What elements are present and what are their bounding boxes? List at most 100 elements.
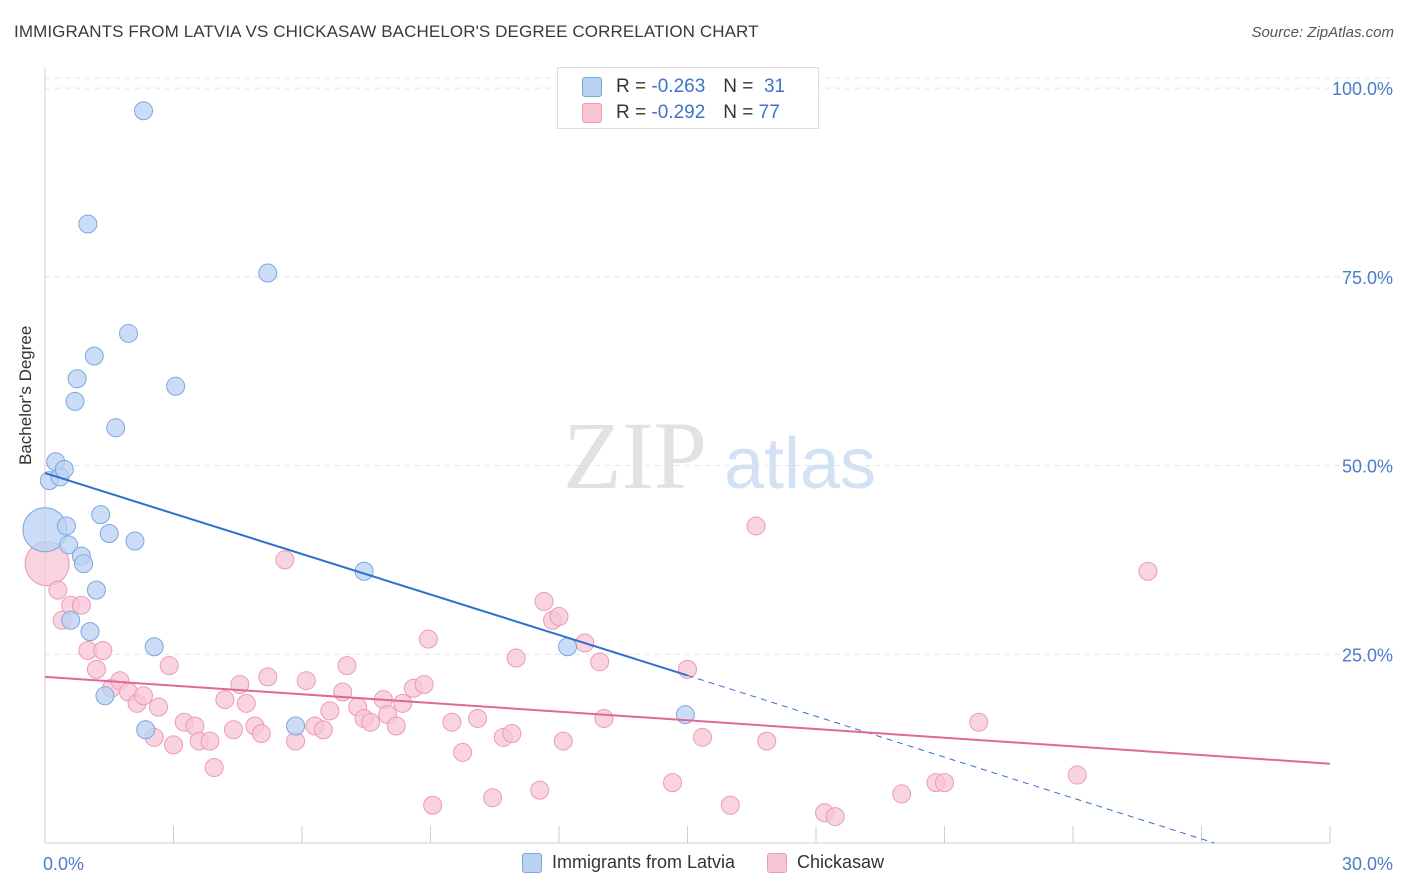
trend-lines [44, 472, 1331, 844]
latvia-point [99, 523, 119, 543]
chickasaw-point [594, 708, 614, 728]
chickasaw-point [414, 674, 434, 694]
latvia-point [134, 101, 154, 121]
source-credit: Source: ZipAtlas.com [1251, 24, 1394, 41]
latvia-point [54, 459, 74, 479]
legend-item-chickasaw[interactable]: Chickasaw [767, 852, 884, 873]
data-points [22, 101, 1158, 827]
series-legend: Immigrants from Latvia Chickasaw [0, 852, 1406, 873]
chickasaw-point [442, 712, 462, 732]
chickasaw-point [502, 724, 522, 744]
chickasaw-point [825, 807, 845, 827]
latvia-point [166, 376, 186, 396]
r-value: -0.292 [651, 102, 706, 123]
y-axis-label: Bachelor's Degree [16, 325, 35, 465]
chickasaw-point [320, 701, 340, 721]
latvia-point [80, 622, 100, 642]
axes [44, 68, 1331, 844]
chickasaw-point [200, 731, 220, 751]
chickasaw-point [757, 731, 777, 751]
chickasaw-point [692, 727, 712, 747]
legend-swatch-pink [767, 852, 788, 873]
r-value: -0.263 [651, 76, 706, 97]
chickasaw-point [1067, 765, 1087, 785]
y-tick-label: 100.0% [1332, 79, 1393, 99]
latvia-point [78, 214, 98, 234]
latvia-point [286, 716, 306, 736]
chickasaw-point [553, 731, 573, 751]
latvia-point [258, 263, 278, 283]
legend-swatch-blue [582, 77, 602, 97]
chickasaw-point [313, 720, 333, 740]
chickasaw-point [204, 758, 224, 778]
x-tick-label: 30.0% [1342, 854, 1393, 874]
chickasaw-point [159, 656, 179, 676]
chickasaw-point [215, 690, 235, 710]
chickasaw-point [549, 607, 569, 627]
latvia-point [91, 505, 111, 525]
chickasaw-point [453, 742, 473, 762]
chickasaw-point [746, 516, 766, 536]
chickasaw-point [1138, 561, 1158, 581]
chickasaw-point [134, 686, 154, 706]
stats-legend: R = -0.263 N = 31 R = -0.292 N = 77 [557, 67, 819, 129]
watermark-atlas: atlas [724, 424, 876, 504]
chickasaw-point [590, 652, 610, 672]
latvia-point [65, 391, 85, 411]
latvia-point [119, 323, 139, 343]
y-tick-label: 25.0% [1342, 645, 1393, 665]
latvia-point [86, 580, 106, 600]
latvia-point [74, 554, 94, 574]
watermark: ZIP atlas [563, 402, 876, 509]
y-tick-label: 75.0% [1342, 268, 1393, 288]
chickasaw-point [71, 595, 91, 615]
chickasaw-point [93, 641, 113, 660]
chickasaw-point [48, 580, 68, 600]
chickasaw-point [468, 708, 488, 728]
latvia-point [136, 720, 156, 740]
chickasaw-point [296, 671, 316, 691]
watermark-zip: ZIP [563, 402, 707, 509]
n-value: 77 [758, 102, 780, 123]
latvia-point [125, 531, 145, 551]
legend-swatch-blue [521, 852, 542, 873]
chickasaw-point [223, 720, 243, 740]
chickasaw-point [86, 659, 106, 679]
latvia-point [59, 535, 79, 555]
latvia-point [84, 346, 104, 366]
chickasaw-point [164, 735, 183, 755]
chickasaw-point [361, 712, 381, 732]
chickasaw-point [506, 648, 526, 668]
latvia-point [106, 418, 126, 438]
latvia-point [61, 610, 81, 630]
r-label: R = [616, 102, 647, 123]
chickasaw-point [663, 773, 683, 793]
latvia-point [67, 369, 87, 389]
chickasaw-point [337, 656, 357, 676]
n-label: N = [723, 76, 754, 97]
chickasaw-point [423, 795, 443, 815]
chickasaw-point [258, 667, 278, 687]
chickasaw-point [386, 716, 406, 736]
latvia-point [144, 637, 164, 657]
chickasaw-point [418, 629, 438, 649]
legend-label: Immigrants from Latvia [551, 852, 736, 872]
legend-swatch-pink [582, 103, 602, 123]
chickasaw-point [534, 591, 554, 611]
chickasaw-point [969, 712, 989, 732]
n-value: 31 [763, 76, 786, 97]
chickasaw-point [530, 780, 550, 800]
chickasaw-point [149, 697, 169, 717]
chart-title: IMMIGRANTS FROM LATVIA VS CHICKASAW BACH… [14, 22, 759, 41]
chickasaw-point [393, 693, 413, 713]
latvia-point [95, 686, 115, 706]
chickasaw-point [275, 550, 295, 570]
latvia-trend-extension [687, 674, 1215, 844]
legend-item-latvia[interactable]: Immigrants from Latvia [521, 852, 736, 873]
y-tick-label: 50.0% [1342, 457, 1393, 477]
legend-label: Chickasaw [797, 852, 885, 872]
latvia-point [56, 516, 76, 536]
chickasaw-point [892, 784, 912, 804]
tick-labels: 25.0% 50.0% 75.0% 100.0% 0.0% 30.0% [43, 79, 1393, 874]
